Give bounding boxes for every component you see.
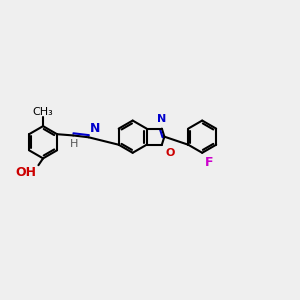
Text: H: H	[70, 140, 78, 149]
Text: N: N	[157, 114, 167, 124]
Text: N: N	[90, 122, 100, 135]
Text: O: O	[166, 148, 175, 158]
Text: CH₃: CH₃	[33, 106, 53, 116]
Text: F: F	[205, 156, 214, 169]
Text: OH: OH	[16, 166, 37, 179]
